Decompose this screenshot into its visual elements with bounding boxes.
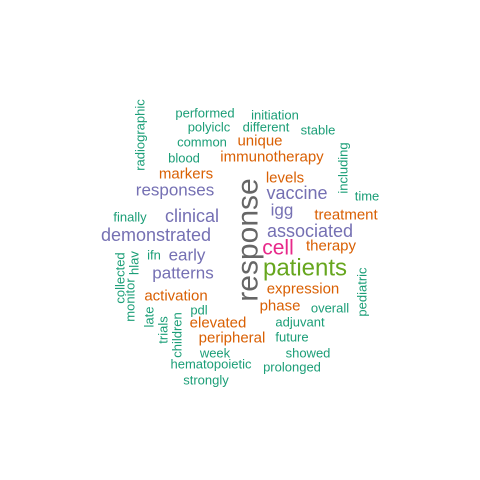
word-early: early [169, 246, 206, 265]
word-strongly: strongly [183, 373, 229, 388]
word-initiation: initiation [251, 108, 299, 123]
word-stable: stable [301, 123, 336, 138]
word-pediatric: pediatric [355, 267, 370, 317]
word-different: different [243, 120, 290, 135]
word-treatment: treatment [314, 207, 378, 224]
word-blood: blood [168, 151, 200, 166]
word-week: week [199, 346, 231, 361]
word-clinical: clinical [165, 206, 219, 226]
word-including: including [336, 142, 351, 193]
word-patients: patients [263, 255, 347, 282]
word-associated: associated [267, 221, 353, 241]
word-trials: trials [156, 316, 171, 344]
word-performed: performed [175, 106, 234, 121]
word-showed: showed [286, 346, 331, 361]
word-patterns: patterns [152, 264, 213, 283]
word-hematopoietic: hematopoietic [171, 357, 252, 372]
word-future: future [275, 330, 308, 345]
word-common: common [177, 135, 227, 150]
word-cell: cell [262, 237, 294, 260]
word-monitor: monitor [123, 278, 138, 322]
word-hlav: hlav [127, 251, 142, 275]
word-phase: phase [260, 298, 301, 315]
word-immunotherapy: immunotherapy [220, 149, 324, 166]
word-therapy: therapy [306, 238, 357, 255]
word-activation: activation [144, 288, 207, 305]
word-late: late [142, 307, 157, 328]
word-radiographic: radiographic [133, 99, 148, 171]
word-igg: igg [271, 201, 294, 220]
word-unique: unique [237, 133, 282, 150]
word-responses: responses [136, 181, 214, 200]
word-demonstrated: demonstrated [101, 225, 211, 245]
word-prolonged: prolonged [263, 360, 321, 375]
word-expression: expression [267, 281, 340, 298]
word-pdl: pdl [190, 303, 207, 318]
word-ifn: ifn [147, 248, 161, 263]
word-time: time [355, 189, 380, 204]
word-markers: markers [159, 166, 213, 183]
word-overall: overall [311, 301, 349, 316]
word-response: response [232, 178, 265, 301]
word-peripheral: peripheral [199, 330, 266, 347]
word-vaccine: vaccine [266, 183, 327, 203]
word-adjuvant: adjuvant [275, 315, 325, 330]
word-collected: collected [113, 252, 128, 303]
word-finally: finally [113, 210, 147, 225]
word-polyiclc: polyiclc [188, 120, 231, 135]
word-elevated: elevated [190, 315, 247, 332]
word-levels: levels [266, 170, 304, 187]
word-children: children [170, 312, 185, 358]
